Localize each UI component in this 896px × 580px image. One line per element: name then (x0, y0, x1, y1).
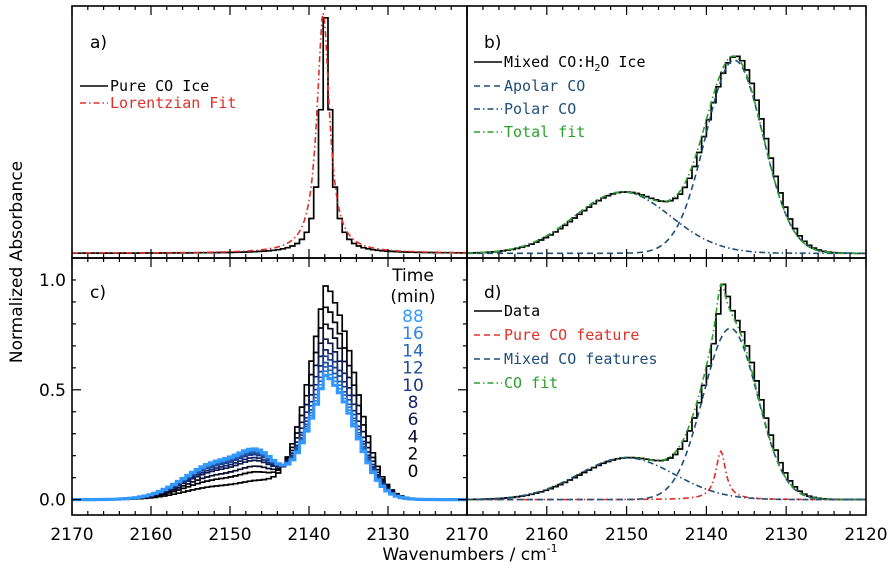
series-line-lorentzian-fit (72, 12, 467, 254)
legend-label-mixed-ice: Mixed CO:H2O Ice (504, 53, 646, 74)
panel-b-legend: Mixed CO:H2O Ice Apolar CO Polar CO Tota… (474, 53, 646, 141)
legend-label: Pure CO feature (504, 326, 639, 344)
panel-d-legend: Data Pure CO feature Mixed CO features C… (474, 302, 658, 392)
panel-b-label: b) (484, 33, 501, 53)
y-tick-label: 1.0 (39, 271, 66, 291)
legend-time-12: 12 (402, 359, 424, 379)
x-tick-label: 2160 (129, 525, 172, 545)
series-line-apolar-co (467, 59, 866, 255)
panel-d-lines (467, 283, 866, 501)
panel-b-lines (467, 55, 866, 255)
series-line-total-fit (467, 55, 866, 255)
panel-b: b) Mixed CO:H2O Ice Apolar CO Polar CO T… (467, 33, 866, 255)
x-tick-label: 2130 (366, 525, 409, 545)
panel-d: d) Data Pure CO feature Mixed CO feature… (467, 283, 866, 501)
legend-time-2: 2 (408, 445, 419, 465)
legend-label: Pure CO Ice (110, 77, 209, 95)
x-tick-label: 2170 (50, 525, 93, 545)
x-axis-label-text: Wavenumbers / cm (382, 545, 546, 565)
series-line-t88 (72, 373, 467, 502)
series-line-polar-component (467, 457, 866, 501)
x-tick-label: 2120 (844, 525, 887, 545)
legend-time-4: 4 (408, 427, 419, 447)
series-line-mixed-co-h2o-ice (467, 55, 866, 255)
legend-label: Total fit (504, 123, 585, 141)
panel-a-lines (72, 12, 467, 255)
legend-label: CO fit (504, 374, 558, 392)
legend-time-0: 0 (408, 462, 419, 482)
legend-label: Lorentzian Fit (110, 94, 236, 112)
x-axis-label-sup: -1 (547, 542, 558, 555)
legend-time-16: 16 (402, 324, 424, 344)
panel-d-label: d) (484, 283, 501, 303)
legend-time-8: 8 (408, 393, 419, 413)
panel-c-lines (72, 285, 467, 502)
y-axis-label: Normalized Absorbance (7, 161, 27, 363)
x-tick-label: 2150 (208, 525, 251, 545)
legend-label: Data (504, 302, 540, 320)
axes-frames (71, 5, 867, 516)
legend-label: Mixed CO features (504, 350, 658, 368)
legend-label: Polar CO (504, 100, 576, 118)
series-line-co-fit (467, 283, 866, 501)
legend-time-10: 10 (402, 376, 424, 396)
panel-a-label: a) (90, 33, 107, 53)
y-tick-label: 0.5 (39, 381, 66, 401)
y-tick-label: 0.0 (39, 491, 66, 511)
x-tick-label: 2150 (605, 525, 648, 545)
legend-label: Apolar CO (504, 77, 585, 95)
legend-time-88: 88 (402, 307, 424, 327)
legend-time-14: 14 (402, 341, 424, 361)
x-tick-label: 2170 (445, 525, 488, 545)
series-line-mixed-co-features (467, 327, 866, 501)
x-tick-label: 2140 (685, 525, 728, 545)
x-axis-label: Wavenumbers / cm-1 (382, 542, 557, 565)
legend-title-line1: Time (391, 266, 434, 286)
panel-d-frame (466, 257, 867, 516)
panel-a: a) Pure CO Ice Lorentzian Fit (72, 12, 467, 255)
legend-time-6: 6 (408, 410, 419, 430)
panel-c-label: c) (90, 283, 106, 303)
x-tick-label: 2160 (525, 525, 568, 545)
x-tick-label: 2130 (765, 525, 808, 545)
panel-a-legend: Pure CO Ice Lorentzian Fit (80, 77, 236, 112)
x-tick-label: 2140 (287, 525, 330, 545)
legend-title-line2: (min) (390, 287, 435, 307)
